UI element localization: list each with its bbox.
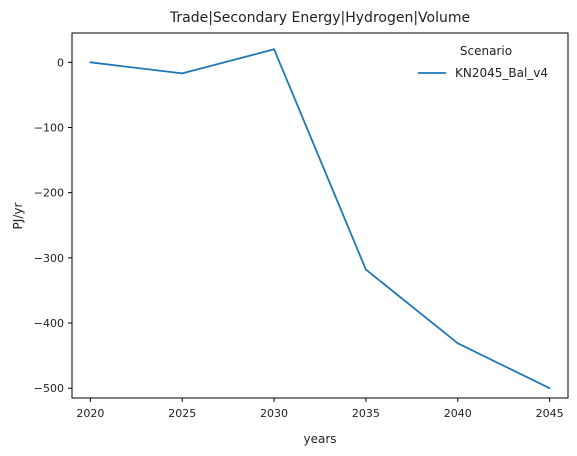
data-point [89,61,92,64]
data-point [456,342,459,345]
x-tick-label: 2025 [168,407,196,420]
x-tick-label: 2045 [536,407,564,420]
series-layer [89,48,551,390]
x-tick-label: 2035 [352,407,380,420]
y-tick-label: −100 [34,122,64,135]
y-tick-label: −500 [34,382,64,395]
data-point [365,268,367,271]
y-axis-label: PJ/yr [11,203,25,230]
x-axis-label: years [303,432,336,446]
y-tick-label: −300 [34,252,64,265]
y-tick-label: −200 [34,187,64,200]
y-axis: 0 −100 −200 −300 −400 −500 [34,56,72,395]
x-tick-label: 2030 [260,407,288,420]
data-point [273,48,275,51]
legend-entry-label: KN2045_Bal_v4 [455,66,548,80]
plot-area [71,32,569,399]
data-point [548,387,551,390]
y-tick-label: 0 [57,56,64,69]
legend: Scenario KN2045_Bal_v4 [418,44,548,80]
y-tick-label: −400 [34,317,64,330]
series-line-0 [90,48,550,390]
data-point [181,72,184,75]
legend-title: Scenario [460,44,512,58]
chart-title: Trade|Secondary Energy|Hydrogen|Volume [169,10,470,26]
x-tick-label: 2020 [76,407,104,420]
x-axis: 2020 2025 2030 2035 2040 2045 [76,398,564,420]
x-tick-label: 2040 [444,407,472,420]
